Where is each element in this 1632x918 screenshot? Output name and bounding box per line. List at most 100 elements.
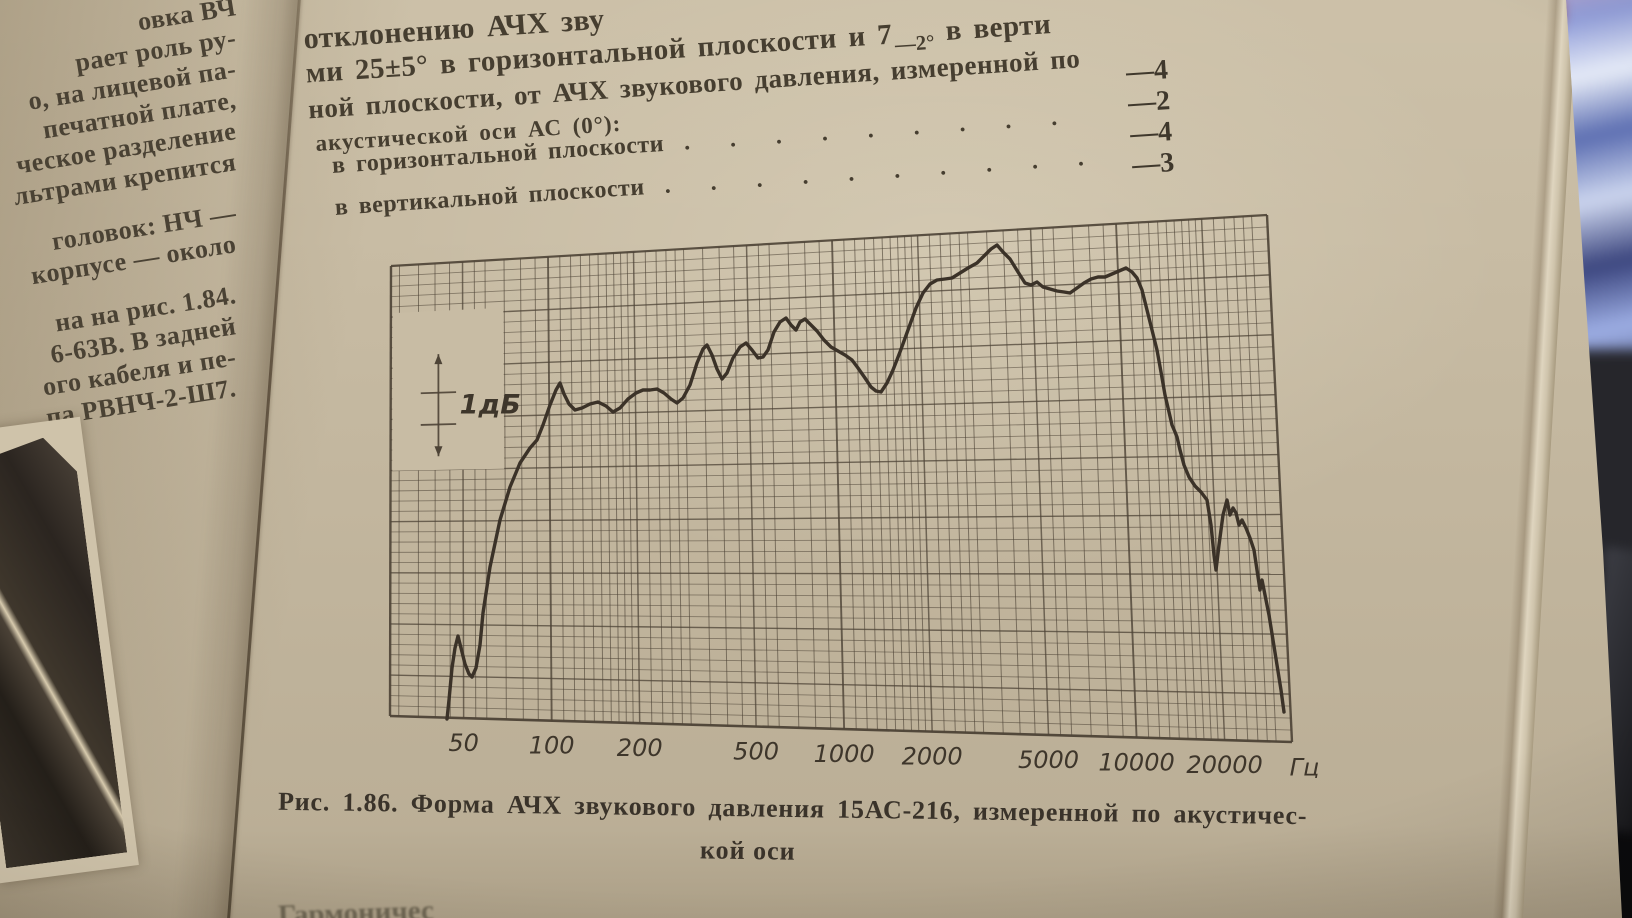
x-axis-tick-label: 200 xyxy=(617,734,663,762)
v-grid-line xyxy=(597,253,604,723)
v-grid-line xyxy=(1102,224,1124,738)
h-grid-line xyxy=(390,592,1286,599)
arrow-up-icon xyxy=(434,354,443,365)
v-grid-line xyxy=(967,232,985,734)
h-grid-line xyxy=(390,537,1283,543)
h-grid-line xyxy=(390,393,1276,421)
v-grid-line xyxy=(1029,228,1050,736)
figure-caption-line1: Рис. 1.86. Форма АЧХ звукового давления … xyxy=(277,786,1308,831)
v-grid-line xyxy=(519,258,524,720)
h-grid-line xyxy=(390,513,1282,523)
v-grid-line xyxy=(1173,220,1197,740)
cut-top-line: ХарактерАЧХ зву xyxy=(304,0,592,2)
x-axis-unit-label: Гц xyxy=(1290,753,1318,778)
v-grid-line xyxy=(1157,221,1180,739)
h-grid-line xyxy=(390,453,1279,472)
v-grid-line xyxy=(733,246,744,727)
v-grid-line xyxy=(1052,227,1073,736)
v-grid-line xyxy=(1194,219,1219,740)
v-grid-line xyxy=(1017,229,1036,735)
h-grid-line xyxy=(390,502,1281,512)
v-grid-line xyxy=(1251,215,1277,742)
frame-top xyxy=(390,213,1268,268)
v-grid-line xyxy=(579,254,586,722)
frame-right xyxy=(1265,214,1294,743)
h-grid-line xyxy=(390,226,1268,277)
h-grid-line xyxy=(390,442,1278,461)
v-grid-line xyxy=(818,241,832,729)
db-scale-label: 1дБ xyxy=(460,389,521,420)
cut-bottom-text: Гармоничес xyxy=(277,894,435,918)
h-grid-line xyxy=(390,430,1278,451)
h-grid-line xyxy=(390,310,1272,349)
h-grid-line xyxy=(390,654,1289,671)
left-column-text: овка ВЧ рает роль ру- о, на лицевой па- … xyxy=(0,0,239,432)
v-grid-line xyxy=(612,253,620,723)
text-fragment: Характер xyxy=(304,0,440,1)
v-grid-line xyxy=(863,238,878,731)
v-grid-line xyxy=(804,241,817,729)
v-grid-line xyxy=(854,239,868,730)
v-grid-line xyxy=(768,243,780,728)
v-grid-line xyxy=(1200,218,1226,741)
h-grid-line xyxy=(390,238,1269,287)
v-grid-line xyxy=(889,236,905,731)
tolerance-base: 7 xyxy=(876,18,894,52)
h-grid-line xyxy=(390,466,1279,482)
text-fragment: в верти xyxy=(932,8,1053,48)
h-grid-line xyxy=(390,633,1288,647)
v-grid-line xyxy=(904,236,920,732)
frequency-response-chart: 1дБ 50 100 200 500 1000 2000 5000 10000 20000 Гц xyxy=(378,198,1319,781)
h-grid-line xyxy=(390,572,1285,576)
h-grid-line xyxy=(390,549,1283,553)
v-grid-line xyxy=(1127,223,1150,738)
v-grid-line xyxy=(1138,222,1161,739)
h-grid-line xyxy=(390,322,1273,359)
v-grid-line xyxy=(745,245,757,727)
v-grid-line xyxy=(986,231,1004,734)
h-grid-line xyxy=(390,490,1281,502)
photo-fragment-dark-area xyxy=(0,434,127,868)
h-grid-line xyxy=(390,705,1292,731)
h-grid-line xyxy=(390,262,1270,308)
db-marker-tick xyxy=(420,391,457,395)
v-grid-line xyxy=(1233,216,1259,742)
v-grid-line xyxy=(939,234,956,733)
v-grid-line xyxy=(626,252,634,724)
v-grid-line xyxy=(1165,220,1189,740)
v-grid-line xyxy=(757,244,769,727)
x-axis-tick-label: 5000 xyxy=(1018,746,1079,774)
h-grid-line xyxy=(390,478,1280,492)
h-grid-line xyxy=(390,643,1289,659)
v-grid-line xyxy=(534,257,539,721)
h-grid-line xyxy=(390,684,1291,707)
db-marker-tick xyxy=(420,423,457,426)
v-grid-line xyxy=(1115,223,1138,738)
x-axis-tick-label: 50 xyxy=(448,729,479,757)
x-axis-tick-label: 100 xyxy=(529,732,575,760)
deviation-value: —4 xyxy=(1125,54,1169,88)
v-grid-line xyxy=(605,253,612,723)
figure-caption-line2: кой оси xyxy=(699,835,796,866)
v-grid-line xyxy=(958,232,976,733)
h-grid-line xyxy=(390,346,1274,379)
h-grid-line xyxy=(390,613,1287,623)
v-grid-line xyxy=(1212,218,1238,741)
v-grid-line xyxy=(718,246,729,726)
v-grid-line xyxy=(620,252,627,723)
chart-svg: 1дБ 50 100 200 500 1000 2000 5000 10000 20000 Гц xyxy=(388,213,1319,781)
v-grid-line xyxy=(1002,230,1021,735)
h-grid-line xyxy=(390,695,1291,719)
h-grid-line xyxy=(390,370,1275,400)
v-grid-line xyxy=(881,237,897,731)
h-grid-line xyxy=(390,525,1282,533)
h-grid-line xyxy=(390,382,1275,410)
x-axis-tick-label: 10000 xyxy=(1098,749,1174,777)
v-grid-line xyxy=(1041,228,1062,736)
adjacent-figure-photo-fragment xyxy=(0,416,139,884)
deviation-value: —3 xyxy=(1131,147,1176,181)
v-grid-line xyxy=(831,240,846,730)
v-grid-line xyxy=(665,249,674,725)
h-grid-line xyxy=(390,674,1290,695)
